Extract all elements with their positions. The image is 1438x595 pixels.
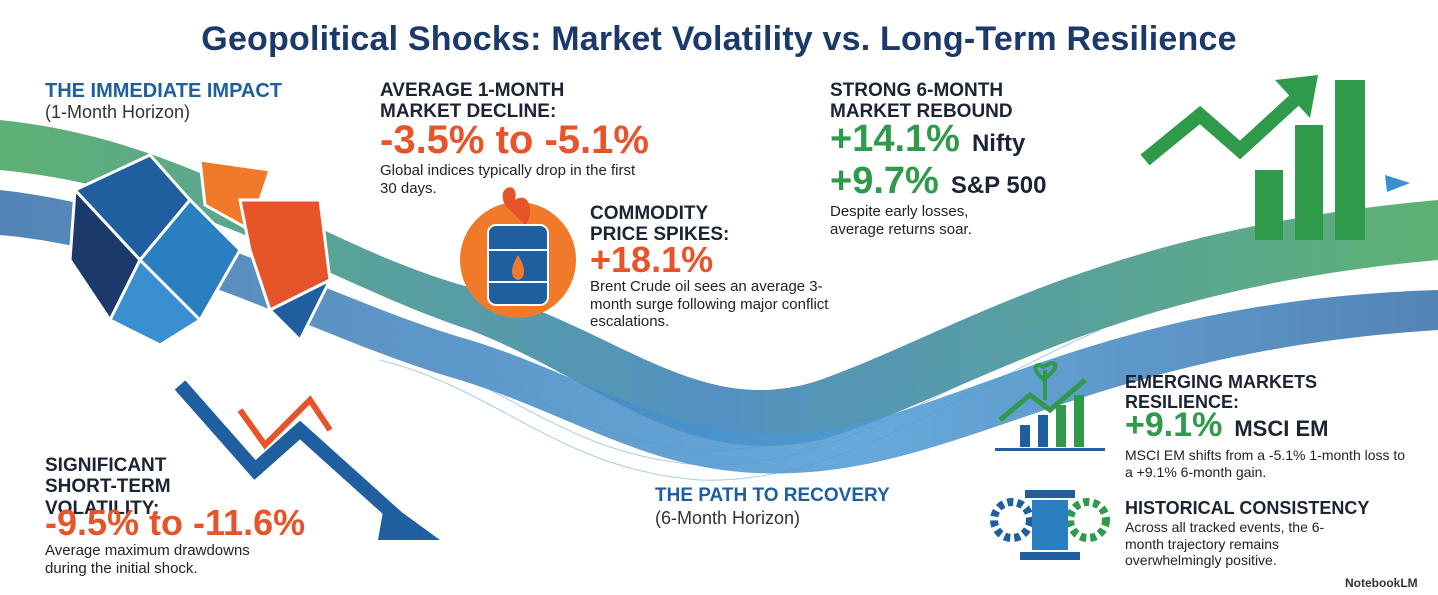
stat-heading: STRONG 6-MONTH MARKET REBOUND — [830, 80, 1013, 123]
growth-icon — [995, 361, 1105, 451]
stat-value: +9.1% — [1125, 406, 1223, 444]
stat-heading: COMMODITY PRICE SPIKES: — [590, 203, 730, 246]
rising-arrows — [1140, 75, 1410, 240]
stat-label: Nifty — [971, 130, 1026, 157]
stat-row: +14.1% Nifty — [830, 118, 1025, 161]
stat-heading: EMERGING MARKETS RESILIENCE: — [1125, 372, 1318, 413]
pillar-icon — [990, 490, 1110, 560]
stat-note: Across all tracked events, the 6-month t… — [1125, 519, 1325, 569]
shattered-globe — [68, 153, 334, 347]
stat-label: MSCI EM — [1234, 416, 1329, 441]
stat-value: +18.1% — [590, 239, 714, 280]
section-heading: THE IMMEDIATE IMPACT — [45, 80, 283, 102]
section-subheading: (6-Month Horizon) — [655, 508, 801, 528]
title: Geopolitical Shocks: Market Volatility v… — [201, 20, 1237, 58]
section-subheading: (1-Month Horizon) — [45, 102, 191, 122]
stat-heading: HISTORICAL CONSISTENCY — [1125, 498, 1370, 518]
watermark: NotebookLM — [1345, 576, 1418, 590]
stat-note: Brent Crude oil sees an average 3-month … — [590, 278, 829, 331]
section-heading: THE PATH TO RECOVERY — [655, 485, 890, 506]
falling-arrow — [174, 380, 440, 540]
waves — [0, 120, 1438, 481]
stat-note: Average maximum drawdowns during the ini… — [45, 542, 250, 577]
stat-note: MSCI EM shifts from a -5.1% 1-month loss… — [1125, 447, 1406, 480]
stat-heading: SIGNIFICANT SHORT-TERM VOLATILITY: — [45, 455, 171, 519]
stat-note: Global indices typically drop in the fir… — [380, 162, 636, 197]
stat-label: S&P 500 — [950, 172, 1047, 199]
stat-row: +9.1% MSCI EM — [1125, 406, 1328, 445]
stat-value: -3.5% to -5.1% — [380, 118, 649, 162]
oil-barrel — [460, 187, 576, 318]
stat-row: +9.7% S&P 500 — [830, 160, 1046, 203]
stat-heading: AVERAGE 1-MONTH MARKET DECLINE: — [380, 80, 565, 123]
stat-note: Despite early losses, average returns so… — [830, 203, 972, 238]
stat-value: +9.7% — [830, 160, 939, 202]
stat-value: +14.1% — [830, 118, 960, 160]
stat-value: -9.5% to -11.6% — [45, 502, 306, 543]
